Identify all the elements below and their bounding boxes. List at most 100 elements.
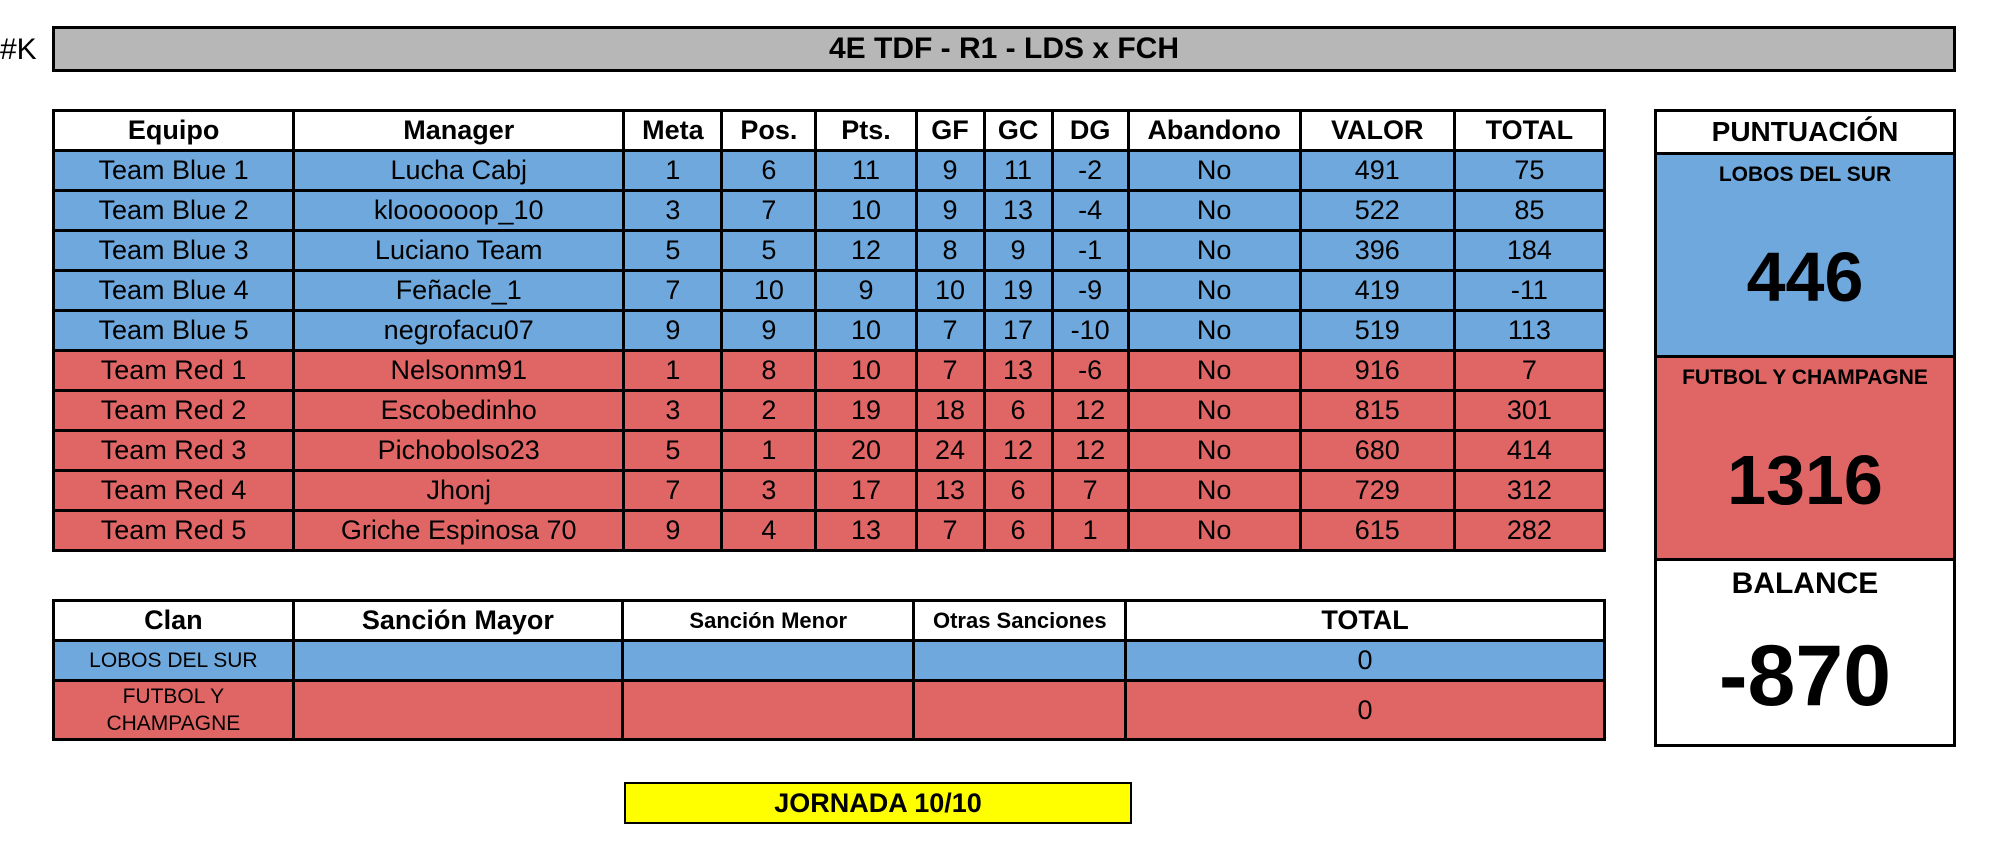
cell-gf: 10 — [914, 269, 986, 312]
cell-pts: 10 — [814, 309, 918, 352]
sheet-tag: #K — [0, 33, 37, 66]
col-header-manager: Manager — [292, 109, 626, 152]
cell-pos: 2 — [720, 389, 818, 432]
cell-dg: 1 — [1050, 509, 1130, 552]
cell-meta: 5 — [622, 429, 724, 472]
cell-abandono: No — [1126, 269, 1302, 312]
col-header-equipo: Equipo — [51, 109, 296, 152]
cell-gf: 7 — [914, 309, 986, 352]
cell-pts: 11 — [814, 149, 918, 192]
cell-valor: 396 — [1298, 229, 1456, 272]
blue-clan-score: 446 — [1746, 238, 1864, 316]
sanctions-mayor-cell — [291, 639, 625, 682]
cell-gf: 8 — [914, 229, 986, 272]
team-row: Team Red 4 Jhonj 7 3 17 13 6 7 No 729 312 — [51, 469, 1607, 512]
team-row: Team Red 3 Pichobolso23 5 1 20 24 12 12 No 680 414 — [51, 429, 1607, 472]
col-header-abandono: Abandono — [1126, 109, 1302, 152]
cell-pos: 10 — [720, 269, 818, 312]
cell-pts: 13 — [814, 509, 918, 552]
cell-pos: 5 — [720, 229, 818, 272]
cell-dg: -9 — [1050, 269, 1130, 312]
cell-manager: Escobedinho — [292, 389, 626, 432]
cell-equipo: Team Blue 4 — [51, 269, 296, 312]
cell-valor: 519 — [1298, 309, 1456, 352]
col-header-dg: DG — [1050, 109, 1130, 152]
team-row: Team Red 1 Nelsonm91 1 8 10 7 13 -6 No 916 7 — [51, 349, 1607, 392]
cell-manager: Nelsonm91 — [292, 349, 626, 392]
cell-pts: 12 — [814, 229, 918, 272]
cell-dg: 7 — [1050, 469, 1130, 512]
sanctions-header-total: TOTAL — [1124, 599, 1606, 642]
cell-pos: 7 — [720, 189, 818, 232]
cell-manager: negrofacu07 — [292, 309, 626, 352]
cell-abandono: No — [1126, 189, 1302, 232]
cell-gf: 9 — [914, 149, 986, 192]
cell-dg: 12 — [1050, 389, 1130, 432]
results-body: Team Blue 1 Lucha Cabj 1 6 11 9 11 -2 No 491 75 Tea… — [51, 149, 1607, 552]
sanctions-otras-cell — [912, 679, 1128, 741]
col-header-pos: Pos. — [720, 109, 818, 152]
cell-gf: 9 — [914, 189, 986, 232]
cell-valor: 729 — [1298, 469, 1456, 512]
sanctions-clan-cell: FUTBOL Y CHAMPAGNE — [52, 679, 295, 741]
cell-equipo: Team Red 1 — [51, 349, 296, 392]
cell-valor: 491 — [1298, 149, 1456, 192]
cell-pos: 1 — [720, 429, 818, 472]
cell-valor: 680 — [1298, 429, 1456, 472]
col-header-gf: GF — [914, 109, 986, 152]
cell-manager: Griche Espinosa 70 — [292, 509, 626, 552]
results-header-row: Equipo Manager Meta Pos. Pts. GF GC DG A… — [51, 109, 1607, 152]
cell-pos: 6 — [720, 149, 818, 192]
cell-abandono: No — [1126, 509, 1302, 552]
cell-dg: -2 — [1050, 149, 1130, 192]
balance-value: -870 — [1718, 628, 1892, 724]
red-clan-score-block: FUTBOL Y CHAMPAGNE 1316 — [1657, 358, 1953, 561]
balance-label: BALANCE — [1731, 567, 1879, 600]
cell-meta: 7 — [622, 269, 724, 312]
cell-total: 312 — [1452, 469, 1607, 512]
sanctions-header-menor: Sanción Menor — [621, 599, 916, 642]
sanctions-header-clan: Clan — [52, 599, 295, 642]
cell-abandono: No — [1126, 349, 1302, 392]
cell-gc: 11 — [982, 149, 1054, 192]
blue-clan-score-block: LOBOS DEL SUR 446 — [1657, 155, 1953, 358]
cell-total: 7 — [1452, 349, 1607, 392]
cell-abandono: No — [1126, 389, 1302, 432]
cell-pts: 20 — [814, 429, 918, 472]
cell-dg: 12 — [1050, 429, 1130, 472]
team-row: Team Blue 1 Lucha Cabj 1 6 11 9 11 -2 No 491 75 — [51, 149, 1607, 192]
jornada-label: JORNADA 10/10 — [624, 782, 1132, 824]
sanctions-menor-cell — [621, 679, 916, 741]
cell-manager: Feñacle_1 — [292, 269, 626, 312]
cell-pts: 17 — [814, 469, 918, 512]
cell-gc: 12 — [982, 429, 1054, 472]
sanctions-total-cell: 0 — [1124, 679, 1606, 741]
sanctions-table: Clan Sanción Mayor Sanción Menor Otras S… — [52, 599, 1606, 741]
cell-pts: 9 — [814, 269, 918, 312]
cell-valor: 522 — [1298, 189, 1456, 232]
cell-gf: 13 — [914, 469, 986, 512]
results-table: Equipo Manager Meta Pos. Pts. GF GC DG A… — [51, 109, 1607, 552]
cell-abandono: No — [1126, 149, 1302, 192]
cell-pos: 8 — [720, 349, 818, 392]
cell-gc: 17 — [982, 309, 1054, 352]
balance-block: BALANCE -870 — [1657, 561, 1953, 741]
red-clan-label: FUTBOL Y CHAMPAGNE — [1682, 366, 1928, 389]
sanctions-header-row: Clan Sanción Mayor Sanción Menor Otras S… — [52, 599, 1606, 642]
cell-valor: 615 — [1298, 509, 1456, 552]
cell-equipo: Team Blue 3 — [51, 229, 296, 272]
cell-equipo: Team Red 5 — [51, 509, 296, 552]
cell-total: 414 — [1452, 429, 1607, 472]
cell-gc: 19 — [982, 269, 1054, 312]
cell-total: 75 — [1452, 149, 1607, 192]
cell-manager: Jhonj — [292, 469, 626, 512]
team-row: Team Blue 3 Luciano Team 5 5 12 8 9 -1 No 396 184 — [51, 229, 1607, 272]
cell-total: 282 — [1452, 509, 1607, 552]
cell-valor: 419 — [1298, 269, 1456, 312]
cell-abandono: No — [1126, 229, 1302, 272]
cell-dg: -1 — [1050, 229, 1130, 272]
cell-equipo: Team Blue 1 — [51, 149, 296, 192]
cell-abandono: No — [1126, 309, 1302, 352]
col-header-valor: VALOR — [1298, 109, 1456, 152]
cell-equipo: Team Blue 2 — [51, 189, 296, 232]
